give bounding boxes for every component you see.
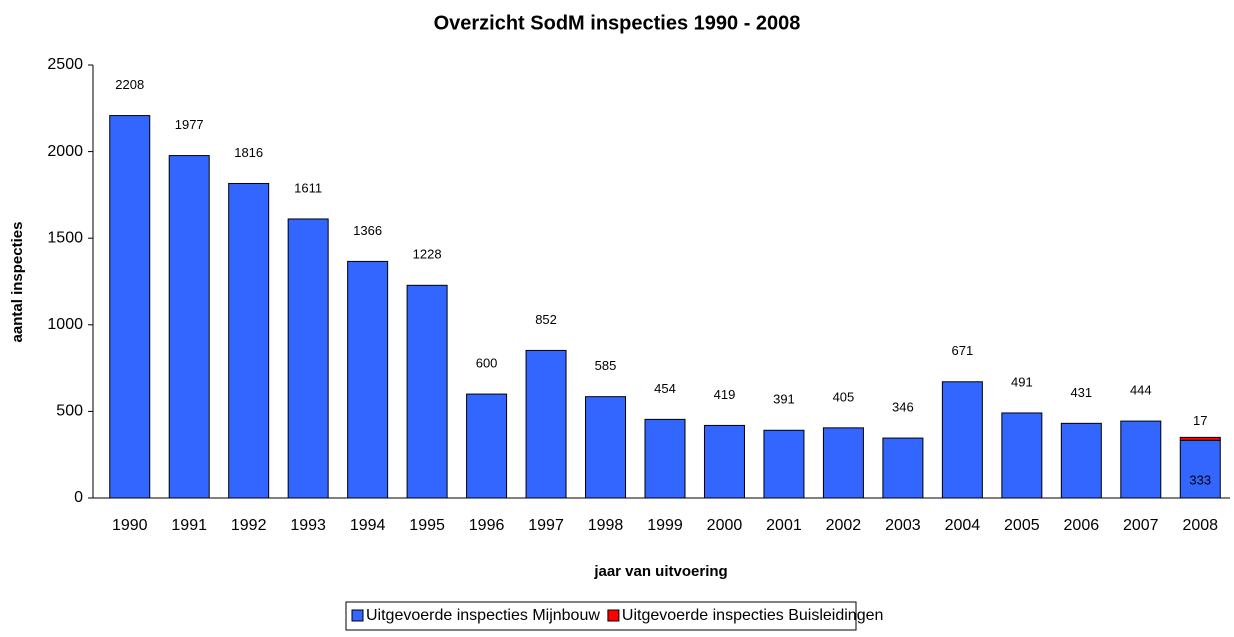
x-tick-label: 2003 <box>885 517 921 534</box>
data-label: 419 <box>714 387 736 402</box>
data-label: 391 <box>773 392 795 407</box>
legend-swatch <box>607 609 620 622</box>
data-label: 671 <box>952 343 974 358</box>
x-tick-label: 2004 <box>945 517 981 534</box>
y-tick-label: 0 <box>74 489 83 506</box>
x-tick-label: 2008 <box>1182 517 1218 534</box>
x-tick-label: 1996 <box>469 517 505 534</box>
x-tick-label: 1998 <box>588 517 624 534</box>
bar <box>347 260 389 499</box>
x-tick-label: 1997 <box>528 517 564 534</box>
x-tick-label: 1993 <box>290 517 326 534</box>
data-label: 1366 <box>353 223 382 238</box>
data-label: 346 <box>892 400 914 415</box>
bar <box>525 349 567 499</box>
x-tick-label: 2002 <box>826 517 862 534</box>
bar <box>1179 436 1221 441</box>
y-tick-label: 1500 <box>47 229 83 246</box>
bar <box>941 381 983 499</box>
data-label: 431 <box>1070 385 1092 400</box>
bar <box>466 393 508 499</box>
bar <box>1179 439 1221 499</box>
x-axis-title: jaar van uitvoering <box>593 563 727 580</box>
x-tick-label: 1995 <box>409 517 445 534</box>
data-label: 491 <box>1011 374 1033 389</box>
x-tick-label: 1990 <box>112 517 148 534</box>
bar <box>168 155 210 499</box>
x-tick-label: 2005 <box>1004 517 1040 534</box>
bar <box>228 182 270 499</box>
data-label: 1977 <box>175 117 204 132</box>
chart-title: Overzicht SodM inspecties 1990 - 2008 <box>434 12 801 34</box>
data-label: 1816 <box>234 145 263 160</box>
x-tick-label: 2007 <box>1123 517 1159 534</box>
data-label: 333 <box>1189 473 1211 488</box>
y-tick-label: 2000 <box>47 143 83 160</box>
bar <box>109 115 151 499</box>
x-tick-label: 2000 <box>707 517 743 534</box>
y-tick-label: 1000 <box>47 316 83 333</box>
x-tick-label: 2001 <box>766 517 802 534</box>
legend-swatch <box>351 609 364 622</box>
x-tick-label: 2006 <box>1064 517 1100 534</box>
bar <box>1001 412 1043 499</box>
bar <box>763 429 805 499</box>
bar <box>822 427 864 499</box>
bar <box>585 396 627 499</box>
bar <box>882 437 924 499</box>
x-tick-label: 1994 <box>350 517 386 534</box>
bar <box>1060 422 1102 499</box>
x-tick-label: 1999 <box>647 517 683 534</box>
data-label: 2208 <box>115 77 144 92</box>
data-label: 1228 <box>413 247 442 262</box>
data-label: 585 <box>595 358 617 373</box>
data-label: 600 <box>476 356 498 371</box>
bar <box>644 418 686 499</box>
data-label: 444 <box>1130 383 1152 398</box>
x-tick-label: 1992 <box>231 517 267 534</box>
data-label: 17 <box>1193 413 1207 428</box>
bar <box>287 218 329 499</box>
legend-label: Uitgevoerde inspecties Buisleidingen <box>622 607 884 624</box>
data-label: 405 <box>833 389 855 404</box>
data-label: 852 <box>535 312 557 327</box>
data-label: 454 <box>654 381 676 396</box>
legend-box <box>345 601 857 631</box>
legend-label: Uitgevoerde inspecties Mijnbouw <box>366 607 600 624</box>
bar <box>1120 420 1162 499</box>
bar <box>703 424 745 499</box>
data-label: 1611 <box>294 180 322 195</box>
y-axis-title: aantal inspecties <box>9 222 26 343</box>
y-tick-label: 500 <box>56 403 83 420</box>
y-tick-label: 2500 <box>47 56 83 73</box>
x-tick-label: 1991 <box>171 517 207 534</box>
bar <box>406 284 448 499</box>
